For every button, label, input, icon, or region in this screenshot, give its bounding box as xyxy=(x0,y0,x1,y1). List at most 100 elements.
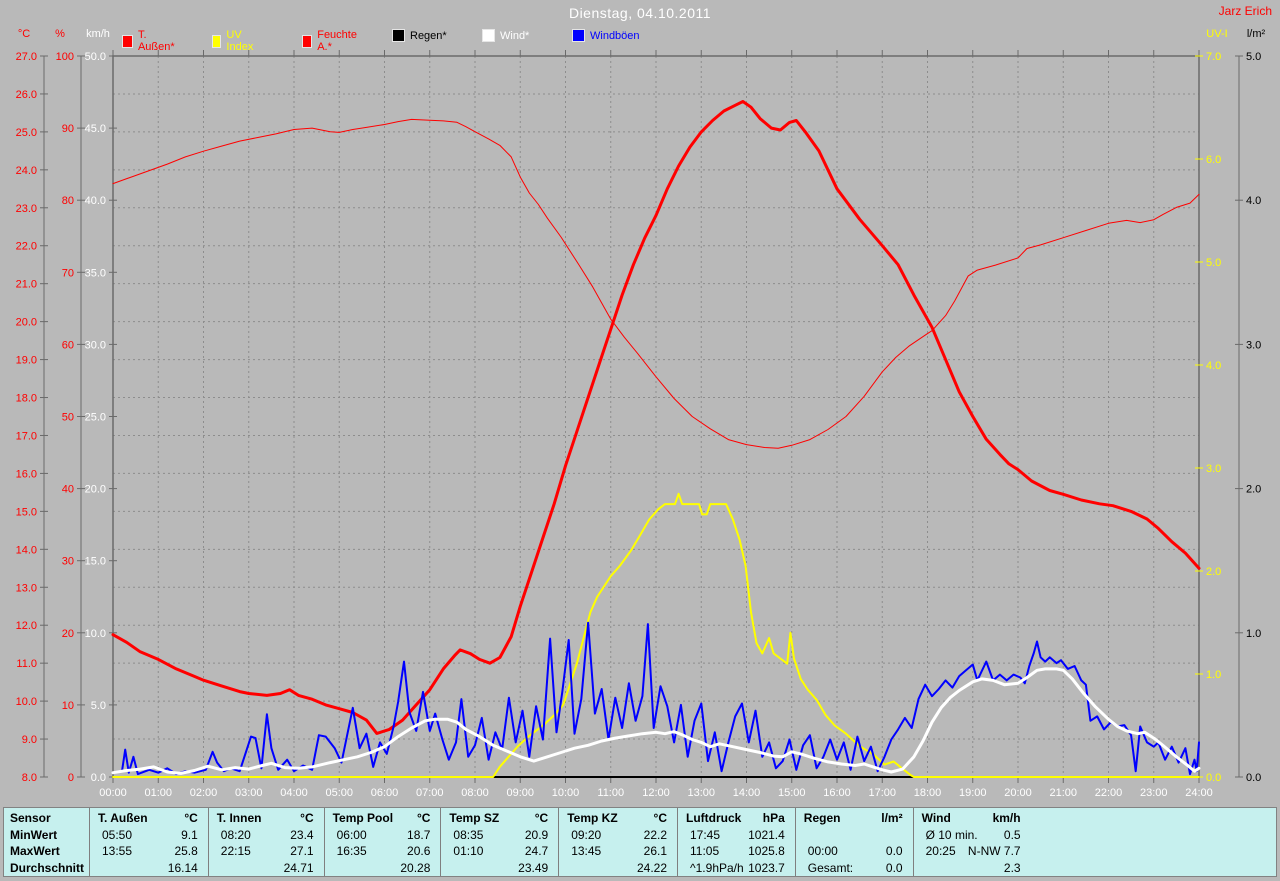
legend-swatch-t-au-en xyxy=(122,34,133,48)
y-axis-rain: 5.0 4.0 3.0 2.0 1.0 0.0 xyxy=(1235,51,1261,784)
table-cell-time: 20:25 xyxy=(925,844,956,858)
legend-swatch-feuchte-a xyxy=(302,34,313,48)
table-row-labels: Sensor MinWert MaxWert Durchschnitt xyxy=(4,808,89,876)
table-group-unit: °C xyxy=(653,811,667,825)
temp-tick-label: 8.0 xyxy=(22,772,37,784)
x-tick-label: 08:00 xyxy=(461,787,489,799)
legend-label: Regen* xyxy=(410,29,447,42)
x-tick-label: 19:00 xyxy=(959,787,987,799)
x-tick-label: 06:00 xyxy=(371,787,399,799)
temp-tick-label: 23.0 xyxy=(16,203,37,215)
table-cell-value: 1023.7 xyxy=(748,860,785,875)
table-cell-value: 23.4 xyxy=(290,827,314,842)
table-group-t-au-en: T. Außen °C 05:50 9.1 13:55 25.8 16.14 xyxy=(89,808,208,876)
temp-tick-label: 20.0 xyxy=(16,317,37,329)
temp-tick-label: 14.0 xyxy=(16,544,37,556)
humidity-tick-label: 20 xyxy=(62,628,74,640)
table-cell-value: 9.1 xyxy=(181,827,198,842)
table-group-unit: km/h xyxy=(992,811,1021,825)
table-group-unit: °C xyxy=(184,811,198,825)
temp-tick-label: 13.0 xyxy=(16,582,37,594)
temp-tick-label: 21.0 xyxy=(16,279,37,291)
wind-tick-label: 50.0 xyxy=(85,51,106,63)
temp-tick-label: 25.0 xyxy=(16,127,37,139)
wind-tick-label: 35.0 xyxy=(85,267,106,279)
y-axis-uv: 7.0 6.0 5.0 4.0 3.0 2.0 1.0 0.0 xyxy=(1195,51,1221,784)
rain-tick-label: 4.0 xyxy=(1246,195,1261,207)
temp-tick-label: 11.0 xyxy=(16,658,37,670)
temp-tick-label: 16.0 xyxy=(16,468,37,480)
uv-tick-label: 3.0 xyxy=(1206,463,1221,475)
table-group-temp-pool: Temp Pool °C 06:00 18.7 16:35 20.6 20.28 xyxy=(323,808,441,876)
rain-axis-unit: l/m² xyxy=(1246,28,1266,40)
table-group-name: Luftdruck xyxy=(686,811,742,825)
rain-tick-label: 2.0 xyxy=(1246,484,1261,496)
wind-tick-label: 5.0 xyxy=(91,700,106,712)
x-tick-label: 13:00 xyxy=(687,787,715,799)
table-cell-time: Gesamt: xyxy=(807,860,854,875)
wind-tick-label: 20.0 xyxy=(85,484,106,496)
table-group-unit: l/m² xyxy=(881,811,903,825)
humidity-tick-label: 80 xyxy=(62,195,74,207)
table-group-name: Temp KZ xyxy=(567,811,618,825)
page-title: Dienstag, 04.10.2011 xyxy=(568,5,712,21)
table-cell-value: 24.7 xyxy=(524,844,549,858)
table-cell-time: 05:50 xyxy=(102,827,133,842)
x-tick-label: 17:00 xyxy=(868,787,896,799)
table-group-name: T. Innen xyxy=(216,811,262,825)
x-tick-label: 07:00 xyxy=(416,787,444,799)
table-row-label: MinWert xyxy=(10,827,58,842)
temp-tick-label: 9.0 xyxy=(22,734,37,746)
legend-label: Feuchte A.* xyxy=(317,29,357,53)
table-cell-time: 13:45 xyxy=(571,844,602,858)
humidity-tick-label: 0 xyxy=(68,772,74,784)
series-feuchte-a xyxy=(112,118,1200,449)
wind-tick-label: 40.0 xyxy=(85,195,106,207)
wind-tick-label: 45.0 xyxy=(85,123,106,135)
temp-axis-unit: °C xyxy=(17,28,31,40)
x-tick-label: 02:00 xyxy=(190,787,218,799)
humidity-tick-label: 90 xyxy=(62,123,74,135)
legend-label: Windböen xyxy=(590,29,640,42)
legend-swatch-regen xyxy=(392,29,405,42)
table-cell-time: 01:10 xyxy=(453,844,484,858)
x-tick-label: 05:00 xyxy=(325,787,353,799)
table-group-temp-kz: Temp KZ °C 09:20 22.2 13:45 26.1 24.22 xyxy=(558,808,677,876)
table-cell-value: 0.5 xyxy=(1003,827,1021,842)
table-row-label: MaxWert xyxy=(10,844,60,858)
uv-tick-label: 2.0 xyxy=(1206,566,1221,578)
table-group-name: Temp Pool xyxy=(332,811,394,825)
table-cell-value: 0.0 xyxy=(885,844,903,858)
y-axis-wind: 50.0 45.0 40.0 35.0 30.0 25.0 20.0 15.0 10.0 5.0 0… xyxy=(85,51,117,784)
grid xyxy=(113,56,1199,777)
temp-tick-label: 17.0 xyxy=(16,430,37,442)
temp-tick-label: 12.0 xyxy=(16,620,37,632)
stats-table: Sensor MinWert MaxWert Durchschnitt T. Außen… xyxy=(3,807,1277,877)
y-axis-temp: 27.0 26.0 25.0 24.0 23.0 22.0 21.0 20.0 19.0 18.0… xyxy=(16,51,48,784)
watermark-author: Jarz Erich xyxy=(1218,4,1272,18)
table-cell-time: 13:55 xyxy=(102,844,133,858)
wind-tick-label: 10.0 xyxy=(85,628,106,640)
table-group-t-innen: T. Innen °C 08:20 23.4 22:15 27.1 24.71 xyxy=(207,808,324,876)
uv-tick-label: 7.0 xyxy=(1206,51,1221,63)
table-cell-time: 06:00 xyxy=(336,827,367,842)
table-cell-time: Ø 10 min. xyxy=(925,827,978,842)
temp-tick-label: 26.0 xyxy=(16,89,37,101)
humidity-tick-label: 70 xyxy=(62,267,74,279)
table-cell-value: 25.8 xyxy=(174,844,198,858)
legend-item-t-au-en: T. Außen* xyxy=(122,29,177,53)
table-cell-value: 20.6 xyxy=(407,844,431,858)
table-row-label: Sensor xyxy=(10,811,51,825)
rain-tick-label: 0.0 xyxy=(1246,772,1261,784)
legend-label: UV Index xyxy=(226,29,254,53)
table-cell-time: ^1.9hPa/h xyxy=(690,860,744,875)
table-cell-value: 22.2 xyxy=(643,827,667,842)
x-tick-label: 11:00 xyxy=(597,787,624,799)
table-cell-value: 24.71 xyxy=(283,860,314,875)
legend-item-windb-en: Windböen xyxy=(572,29,640,42)
x-tick-label: 04:00 xyxy=(280,787,308,799)
wind-tick-label: 25.0 xyxy=(85,412,106,424)
legend-item-uv-index: UV Index xyxy=(212,29,257,53)
